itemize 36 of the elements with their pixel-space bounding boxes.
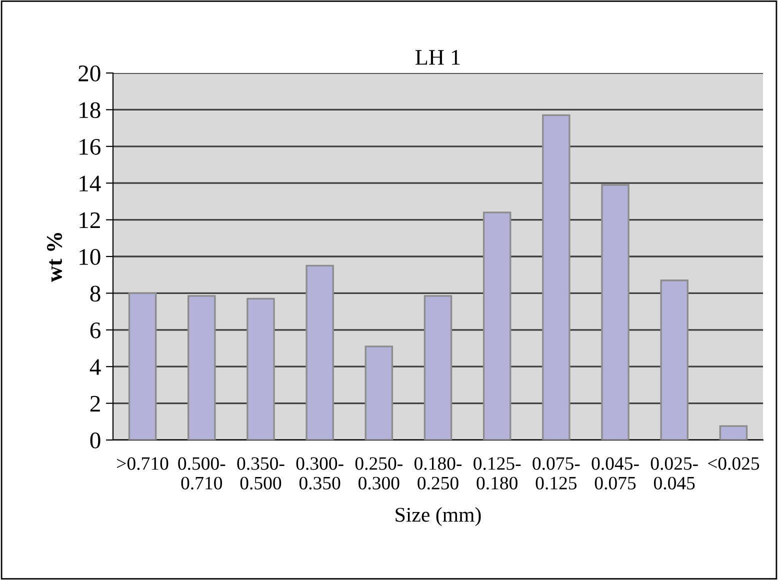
- y-tick-label: 16: [80, 138, 100, 155]
- x-tick-label: 0.250-0.300: [355, 457, 402, 490]
- y-tick-label: 12: [80, 212, 100, 228]
- chart-title: LH 1: [415, 50, 460, 65]
- x-tick-label: 0.125-0.180: [474, 457, 521, 490]
- x-tick-label: 0.500-0.710: [178, 457, 226, 490]
- y-tick-label: 20: [78, 65, 100, 82]
- bar: [128, 292, 157, 440]
- bar: [188, 295, 216, 440]
- y-tick-label: 4: [90, 359, 101, 375]
- x-tick-label: <0.025: [708, 457, 760, 470]
- y-tick-label: 18: [80, 102, 100, 118]
- y-tick-label: 6: [90, 322, 100, 338]
- x-tick-label: 0.025-0.045: [650, 457, 698, 490]
- bar: [660, 280, 688, 440]
- x-tick-label: 0.300-0.350: [296, 457, 344, 490]
- bar: [719, 425, 748, 440]
- x-tick-label: 0.045-0.075: [592, 457, 639, 490]
- bar: [601, 184, 630, 440]
- y-tick-label: 2: [90, 396, 100, 412]
- y-tick-label: 10: [80, 248, 100, 265]
- bar: [364, 346, 394, 440]
- y-tick-label: 0: [90, 432, 100, 448]
- bar: [424, 295, 452, 440]
- bar: [246, 298, 275, 440]
- bar: [542, 114, 570, 440]
- x-axis-title: Size (mm): [396, 507, 481, 526]
- x-tick-label: 0.350-0.500: [237, 457, 284, 490]
- y-tick-label: 8: [90, 286, 100, 302]
- x-tick-label: >0.710: [117, 457, 168, 470]
- bar: [306, 264, 334, 440]
- bar: [482, 212, 512, 440]
- x-tick-label: 0.075-0.125: [532, 457, 580, 490]
- y-axis-title: wt %: [46, 232, 62, 282]
- x-tick-label: 0.180-0.250: [414, 457, 462, 490]
- y-tick-label: 14: [80, 176, 101, 192]
